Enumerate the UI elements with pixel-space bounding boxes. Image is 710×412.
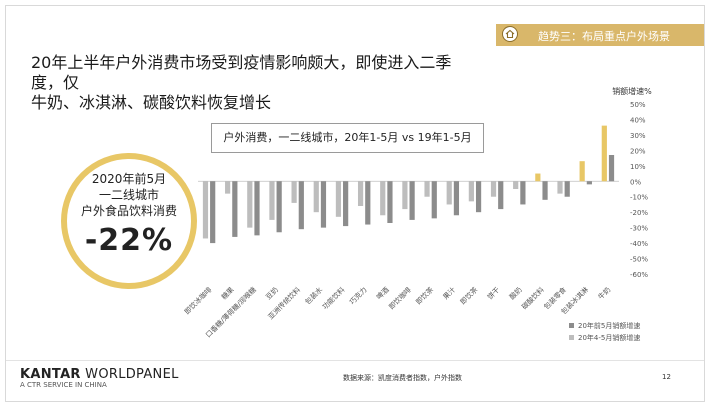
x-category-label: 糖果: [219, 285, 235, 301]
y-tick-label: 20%: [630, 147, 646, 155]
bar: [225, 181, 231, 194]
brand-rest: WORLDPANEL: [80, 367, 179, 382]
bar: [298, 181, 304, 230]
y-tick-label: 30%: [630, 132, 646, 140]
x-category-label: 即饮冰咖啡: [182, 285, 213, 316]
bar: [453, 181, 460, 216]
x-category-label: 即饮茶: [414, 285, 435, 306]
bar: [247, 181, 253, 228]
y-tick-label: -50%: [630, 256, 648, 264]
y-tick-label: 10%: [630, 163, 646, 171]
bar: [387, 181, 393, 223]
x-category-label: 啤酒: [374, 285, 390, 301]
bar: [320, 181, 327, 228]
bar: [542, 181, 548, 200]
y-tick-label: -60%: [630, 271, 648, 279]
bar: [579, 161, 585, 182]
bar: [380, 181, 386, 216]
x-category-label: 包装水: [303, 285, 324, 306]
bar: [335, 181, 342, 217]
bar: [513, 181, 519, 189]
x-category-label: 豆奶: [264, 285, 280, 301]
y-tick-label: -30%: [630, 225, 648, 233]
bar: [276, 181, 282, 233]
bar: [446, 181, 452, 205]
brand-bold: KANTAR: [20, 367, 81, 382]
y-tick-label: -10%: [630, 194, 648, 202]
legend-label: 20年前5月销额增速: [578, 321, 640, 330]
kantar-logo: KANTAR WORLDPANEL: [20, 367, 179, 382]
section-badge: 趋势三：布局重点户外场景: [496, 24, 704, 46]
y-tick-label: 40%: [630, 116, 646, 124]
y-tick-label: 0%: [630, 178, 641, 186]
bar: [557, 181, 563, 194]
legend-label: 20年4-5月销额增速: [578, 333, 640, 342]
bar: [468, 181, 474, 202]
highlight-value: -22%: [84, 223, 174, 258]
data-source: 数据来源：凯度消费者指数，户外指数: [343, 374, 462, 382]
house-icon: [502, 26, 518, 42]
legend-swatch: [569, 323, 574, 328]
bar: [254, 181, 260, 236]
slide: 趋势三：布局重点户外场景 20年上半年户外消费市场受到疫情影响颇大，即使进入二季…: [5, 5, 705, 402]
y-axis-title: 销额增速%: [612, 86, 652, 96]
section-badge-text: 趋势三：布局重点户外场景: [538, 30, 670, 43]
bar: [365, 181, 371, 225]
x-category-label: 牛奶: [596, 285, 612, 301]
bar: [475, 181, 482, 213]
bar: [202, 181, 209, 239]
bar: [520, 181, 526, 205]
x-category-label: 功能饮料: [320, 285, 346, 311]
bar: [291, 181, 297, 203]
x-category-label: 巧克力: [347, 285, 368, 306]
legend-swatch: [569, 335, 574, 340]
x-category-label: 果汁: [441, 285, 457, 301]
footer-divider: [6, 360, 704, 361]
x-category-label: 碳酸饮料: [520, 285, 546, 311]
x-category-label: 饼干: [485, 285, 501, 301]
page-number: 12: [662, 373, 671, 381]
bar: [608, 155, 615, 182]
bar: [210, 181, 216, 244]
bar: [357, 181, 364, 206]
bar: [601, 125, 607, 182]
bar: [232, 181, 238, 237]
bar: [498, 181, 504, 210]
bar: [313, 181, 319, 213]
y-tick-label: -40%: [630, 240, 648, 248]
bar: [490, 181, 497, 197]
y-tick-label: -20%: [630, 209, 648, 217]
top-bar: 趋势三：布局重点户外场景: [6, 6, 704, 46]
y-tick-label: 50%: [630, 101, 646, 109]
brand-tagline: A CTR SERVICE IN CHINA: [20, 381, 107, 389]
bar: [431, 181, 437, 219]
bar: [409, 181, 415, 220]
bar: [564, 181, 570, 197]
highlight-line-2: 一二线城市: [98, 188, 159, 202]
highlight-line-1: 2020年前5月: [91, 172, 167, 186]
x-category-label: 酸奶: [507, 285, 523, 301]
x-category-label: 即饮茶: [458, 285, 479, 306]
highlight-circle: 2020年前5月 一二线城市 户外食品饮料消费 -22%: [61, 153, 197, 289]
bar: [424, 181, 430, 197]
page-headline: 20年上半年户外消费市场受到疫情影响颇大，即使进入二季度，仅 牛奶、冰淇淋、碳酸…: [31, 53, 452, 112]
bar: [535, 173, 541, 182]
bar: [343, 181, 349, 227]
highlight-line-3: 户外食品饮料消费: [80, 204, 177, 218]
chart-subtitle: 户外消费，一二线城市，20年1-5月 vs 19年1-5月: [211, 123, 484, 153]
bar: [586, 181, 592, 185]
x-category-label: 即饮咖啡: [387, 285, 413, 311]
bar: [402, 181, 408, 210]
sales-growth-bar-chart: 销额增速% 50% 40% 30% 20% 10% 0% -10% -20% -30% -40% -5…: [182, 86, 652, 342]
bar: [269, 181, 275, 220]
